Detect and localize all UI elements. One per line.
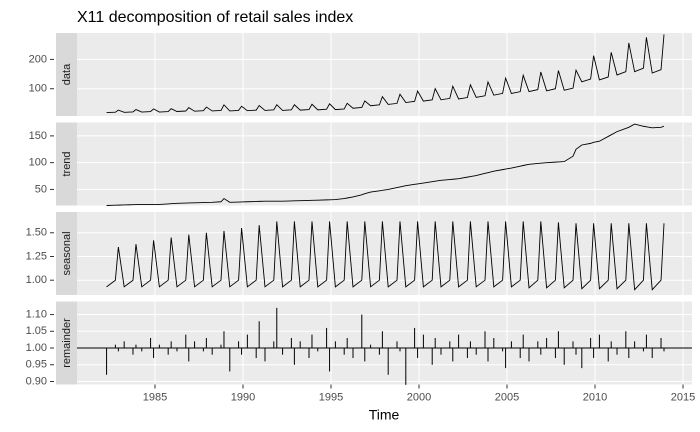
y-tick-label: 1.00 (26, 274, 47, 286)
y-tick-label: 1.50 (26, 227, 47, 239)
y-tick-label: 1.10 (26, 308, 47, 320)
strip-label: trend (61, 151, 73, 176)
panel (77, 301, 692, 385)
y-tick-label: 200 (29, 53, 47, 65)
series-line (106, 221, 665, 291)
x-tick-label: 1985 (143, 391, 167, 403)
y-tick-label: 1.25 (26, 250, 47, 262)
panel (77, 33, 692, 116)
x-tick-label: 2000 (407, 391, 431, 403)
strip-label: data (61, 63, 73, 85)
y-tick-label: 100 (29, 157, 47, 169)
y-tick-label: 50 (35, 183, 47, 195)
strip (56, 212, 77, 295)
y-tick-label: 1.00 (26, 342, 47, 354)
strip (56, 33, 77, 116)
strip (56, 122, 77, 206)
panel (77, 122, 692, 206)
y-tick-label: 150 (29, 130, 47, 142)
y-tick-label: 0.95 (26, 359, 47, 371)
x-tick-label: 1995 (319, 391, 343, 403)
series-line (106, 34, 665, 114)
x-tick-label: 2015 (671, 391, 695, 403)
series-line (106, 123, 665, 206)
y-tick-label: 0.90 (26, 375, 47, 387)
y-tick-label: 1.05 (26, 325, 47, 337)
strip-label: seasonal (61, 231, 73, 275)
chart-title: X11 decomposition of retail sales index (77, 9, 353, 26)
y-tick-label: 100 (29, 83, 47, 95)
x-tick-label: 1990 (231, 391, 255, 403)
x-axis-title: Time (369, 407, 400, 423)
panel (77, 212, 692, 295)
strip (56, 301, 77, 385)
x-tick-label: 2010 (583, 391, 607, 403)
x-tick-label: 2005 (495, 391, 519, 403)
strip-label: remainder (61, 318, 73, 368)
